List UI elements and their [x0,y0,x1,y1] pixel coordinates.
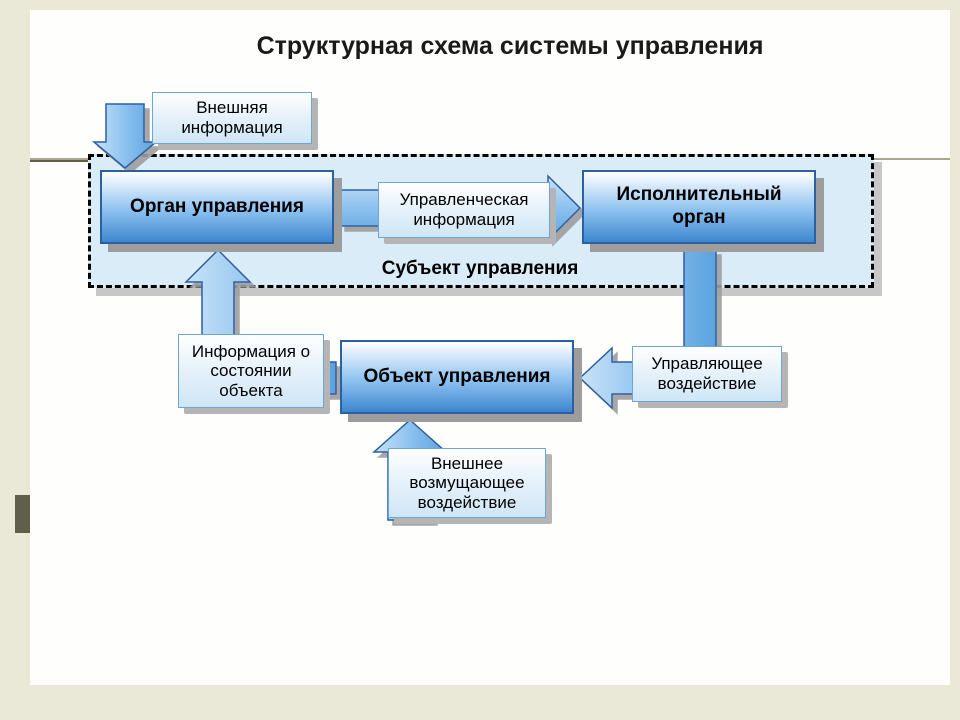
margin-left [0,0,30,720]
exec-box-text: Исполнительный орган [584,180,814,234]
object-box: Объект управления [340,340,574,414]
control-action-label-text: Управляющее воздействие [633,352,781,395]
mgmt-info-label: Управленческая информация [378,182,550,238]
state-info-label-text: Информация о состоянии объекта [179,340,323,403]
margin-bottom [0,685,960,720]
organ-box-text: Орган управления [124,192,310,223]
ext-disturb-label-text: Внешнее возмущающее воздействие [389,452,545,515]
page-title: Структурная схема системы управления [100,32,920,61]
organ-box: Орган управления [100,170,334,244]
margin-top [0,0,960,10]
margin-right [950,0,960,720]
external-info-label-text: Внешняя информация [153,96,311,139]
mgmt-info-label-text: Управленческая информация [379,188,549,231]
object-box-text: Объект управления [357,362,556,393]
diagram-canvas: Структурная схема системы управления Суб… [0,0,960,720]
external-info-label: Внешняя информация [152,92,312,144]
subject-container-label: Субъект управления [330,258,630,280]
state-info-label: Информация о состоянии объекта [178,334,324,408]
ext-disturb-label: Внешнее возмущающее воздействие [388,448,546,518]
decorative-block [15,495,30,533]
exec-box: Исполнительный орган [582,170,816,244]
control-action-label: Управляющее воздействие [632,346,782,402]
